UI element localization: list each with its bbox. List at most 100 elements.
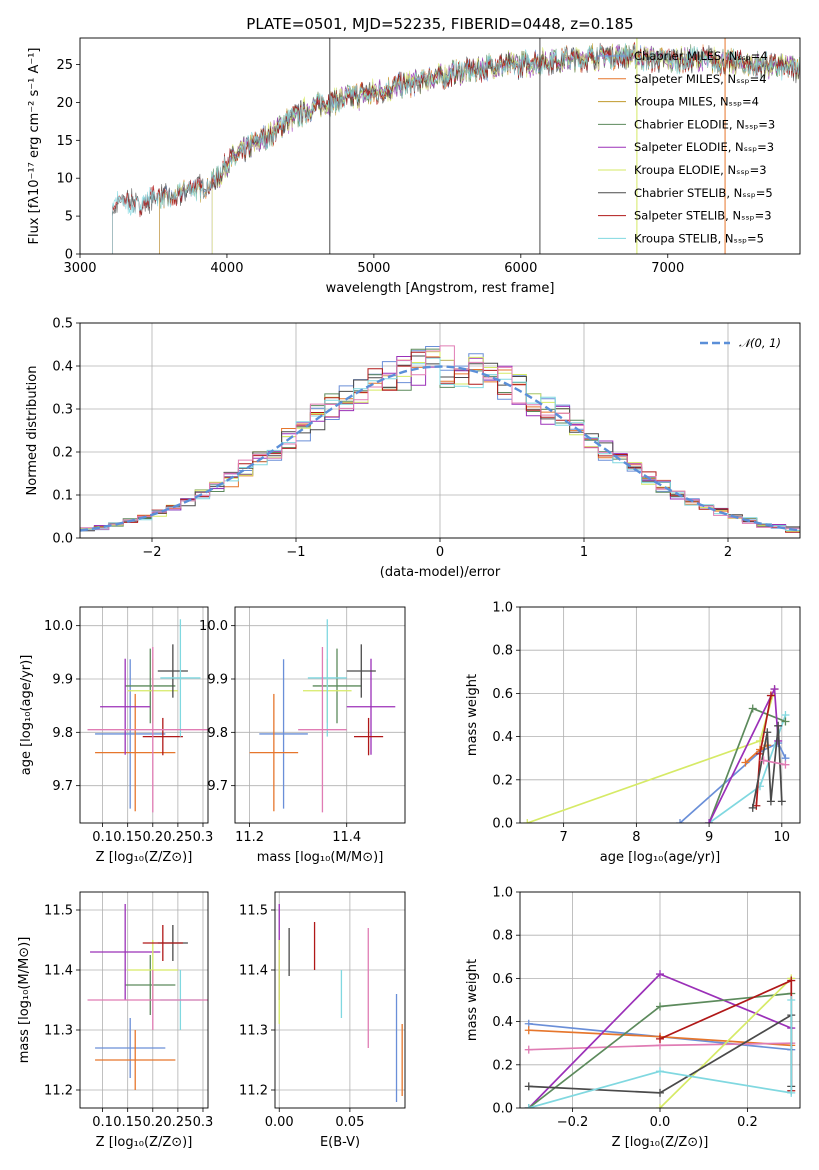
legend-entry: Chabrier MILES, Nₛₛₚ=4 <box>634 49 768 63</box>
x-tick-label: 0.00 <box>265 1115 294 1130</box>
x-axis-label: wavelength [Angstrom, rest frame] <box>326 281 555 296</box>
y-tick-label: 9.7 <box>207 779 228 794</box>
spectrum-panel: 3000 4000 5000 6000 7000 0 5 10 15 20 25 wavelength… <box>27 15 801 296</box>
mass-vs-ebv-panel: 0.00 0.05 11.2 11.3 11.4 11.5 E(B-V) <box>239 891 406 1150</box>
x-tick-label: 8 <box>632 830 640 845</box>
age-vs-Z-panel: 0.1 0.15 0.2 0.25 0.3 9.7 9.8 9.9 10.0 Z [log₁₀(Z… <box>19 606 213 865</box>
weight-vs-age-panel: 7 8 9 10 0.0 0.2 0.4 0.6 0.8 1.0 age [log₁₀(age/yr… <box>465 601 801 865</box>
y-tick-label: 0.3 <box>52 403 73 418</box>
y-tick-label: 0.0 <box>492 1102 513 1117</box>
legend-entry: Salpeter ELODIE, Nₛₛₚ=3 <box>634 140 774 154</box>
weight-point <box>774 721 783 730</box>
residual-histogram <box>80 345 800 530</box>
legend-entry: Chabrier ELODIE, Nₛₛₚ=3 <box>634 117 775 131</box>
y-tick-label: 0.6 <box>492 687 513 702</box>
axes-frame <box>519 891 801 1109</box>
weight-point <box>676 819 684 823</box>
mass-vs-ebv-plot-area <box>278 904 403 1102</box>
x-axis-label: age [log₁₀(age/yr)] <box>600 850 721 865</box>
legend-entry: Kroupa STELIB, Nₛₛₚ=5 <box>634 231 764 245</box>
y-tick-label: 11.3 <box>44 1024 73 1039</box>
weight-point <box>656 970 664 979</box>
legend-entry: 𝒩(0, 1) <box>739 336 781 350</box>
weight-point <box>748 704 757 713</box>
y-tick-label: 9.8 <box>52 726 73 741</box>
x-tick-label: −0.2 <box>557 1115 589 1130</box>
legend-entry: Chabrier STELIB, Nₛₛₚ=5 <box>634 186 773 200</box>
x-tick-label: 0.15 <box>113 1115 142 1130</box>
y-tick-label: 10.0 <box>44 619 73 634</box>
y-tick-label: 11.4 <box>44 964 73 979</box>
y-axis-label: Normed distribution <box>25 366 40 496</box>
x-axis-label: (data-model)/error <box>380 565 501 580</box>
y-tick-label: 0 <box>65 248 73 263</box>
axes-frame <box>79 37 801 255</box>
axes-frame <box>79 322 801 539</box>
weight-point <box>656 1067 664 1076</box>
weight-point <box>770 685 779 694</box>
y-tick-label: 11.5 <box>239 904 268 919</box>
y-tick-label: 0.2 <box>492 1058 513 1073</box>
y-tick-label: 9.9 <box>52 673 73 688</box>
age-vs-mass-panel: 11.2 11.4 9.7 9.8 9.9 10.0 mass [log₁₀(M/M⊙)] <box>199 606 406 865</box>
y-tick-label: 0.1 <box>52 489 73 504</box>
axes-frame <box>234 606 406 824</box>
y-tick-label: 10 <box>56 172 73 187</box>
legend-entry: Kroupa MILES, Nₛₛₚ=4 <box>634 95 759 109</box>
y-tick-label: 0.4 <box>492 730 513 745</box>
y-tick-label: 15 <box>56 134 73 149</box>
y-tick-label: 0.0 <box>52 532 73 547</box>
y-tick-label: 9.9 <box>207 673 228 688</box>
residual-legend: 𝒩(0, 1) <box>700 336 781 350</box>
normal-curve <box>80 365 800 532</box>
x-tick-label: 0.05 <box>335 1115 364 1130</box>
y-tick-label: 11.5 <box>44 904 73 919</box>
x-tick-label: 0.0 <box>650 1115 671 1130</box>
mass-vs-Z-plot-area <box>87 904 208 1090</box>
y-tick-label: 0.2 <box>492 773 513 788</box>
x-tick-label: 9 <box>705 830 713 845</box>
x-tick-label: 0.1 <box>92 1115 113 1130</box>
y-tick-label: 11.4 <box>239 964 268 979</box>
age-vs-mass-plot-area <box>249 619 396 813</box>
residual-histogram <box>80 357 800 531</box>
weight-vs-age-plot-area <box>523 685 790 823</box>
y-tick-label: 25 <box>56 58 73 73</box>
weight-point <box>787 1088 796 1097</box>
y-axis-label: mass weight <box>465 959 480 1041</box>
x-tick-label: 7000 <box>651 261 684 276</box>
axes-frame <box>519 606 801 824</box>
y-tick-label: 0.6 <box>492 972 513 987</box>
weight-point <box>787 976 796 985</box>
weight-point <box>781 760 790 769</box>
x-axis-label: Z [log₁₀(Z/Z⊙)] <box>612 1135 709 1150</box>
x-tick-label: 2 <box>724 545 732 560</box>
weight-point <box>763 728 772 737</box>
x-tick-label: 0.25 <box>163 1115 192 1130</box>
x-axis-label: mass [log₁₀(M/M⊙)] <box>257 850 384 865</box>
weight-point <box>523 819 532 823</box>
y-tick-label: 20 <box>56 96 73 111</box>
y-tick-label: 0.5 <box>52 317 73 332</box>
weight-series-line <box>659 977 792 1108</box>
x-tick-label: 0.1 <box>92 830 113 845</box>
x-tick-label: 0.25 <box>163 830 192 845</box>
spectrum-series-line <box>112 43 800 254</box>
x-tick-label: 6000 <box>504 261 537 276</box>
x-tick-label: 11.4 <box>332 830 361 845</box>
y-tick-label: 0.4 <box>492 1015 513 1030</box>
weight-point <box>524 1026 533 1035</box>
y-tick-label: 0.2 <box>52 446 73 461</box>
weight-point <box>741 758 750 767</box>
x-tick-label: 1 <box>580 545 588 560</box>
y-tick-label: 1.0 <box>492 886 513 901</box>
weight-point <box>656 1088 664 1097</box>
x-tick-label: 0.3 <box>193 1115 214 1130</box>
weight-point <box>766 797 775 806</box>
y-tick-label: 1.0 <box>492 601 513 616</box>
weight-vs-Z-panel: −0.2 0.0 0.2 0.0 0.2 0.4 0.6 0.8 1.0 Z [log₁₀(Z/Z… <box>465 886 801 1150</box>
x-tick-label: 3000 <box>63 261 96 276</box>
y-tick-label: 0.8 <box>492 644 513 659</box>
x-axis-label: Z [log₁₀(Z/Z⊙)] <box>96 850 193 865</box>
